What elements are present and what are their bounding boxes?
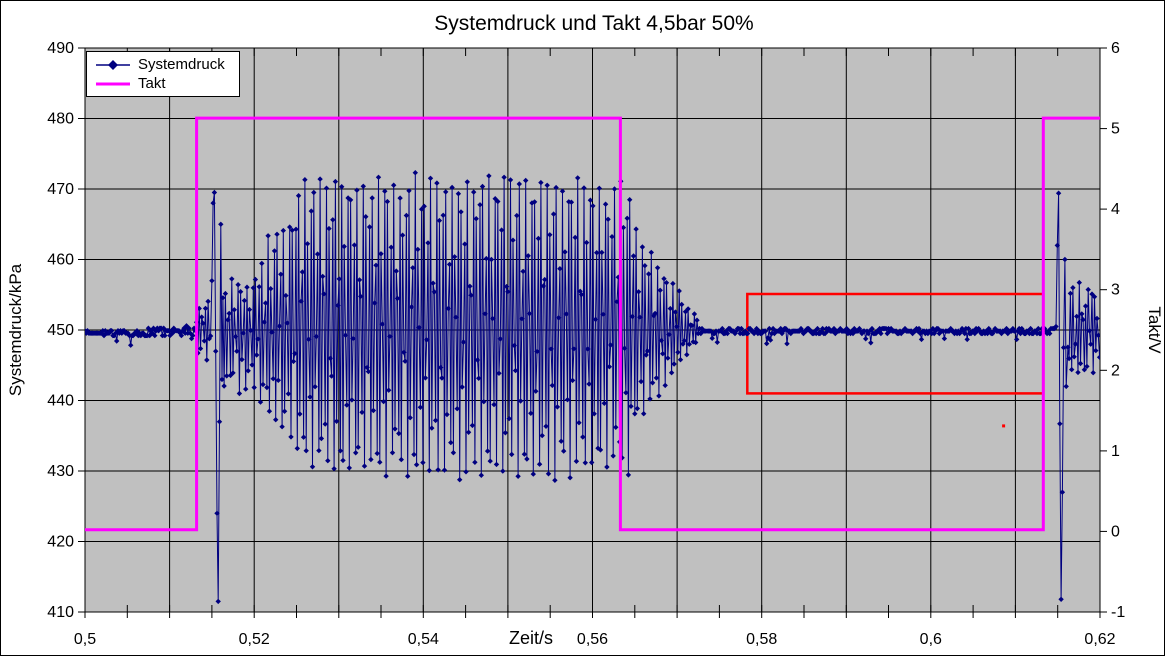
annotation-dot[interactable] xyxy=(1002,424,1006,428)
systemdruck-series-markers[interactable] xyxy=(82,170,1102,605)
x-axis-title: Zeit/s xyxy=(509,628,553,648)
legend-item-takt[interactable]: Takt xyxy=(95,75,233,92)
y-left-tick-label: 490 xyxy=(47,40,74,57)
legend-label-takt: Takt xyxy=(138,75,166,92)
y-left-tick-label: 480 xyxy=(47,111,74,128)
x-axis-tick-label: 0,58 xyxy=(746,631,777,648)
x-axis-tick-label: 0,6 xyxy=(920,631,942,648)
x-axis-tick-label: 0,52 xyxy=(239,631,270,648)
legend[interactable]: Systemdruck Takt xyxy=(86,51,240,97)
y-left-tick-label: 460 xyxy=(47,252,74,269)
legend-item-systemdruck[interactable]: Systemdruck xyxy=(95,56,233,73)
y-left-tick-label: 410 xyxy=(47,604,74,621)
y-left-tick-label: 420 xyxy=(47,534,74,551)
x-axis-tick-label: 0,62 xyxy=(1084,631,1115,648)
y-right-tick-label: 2 xyxy=(1111,362,1120,379)
y-right-tick-label: 6 xyxy=(1111,40,1120,57)
y-right-tick-label: 4 xyxy=(1111,201,1120,218)
x-axis-tick-label: 0,54 xyxy=(408,631,439,648)
y-right-tick-label: 0 xyxy=(1111,523,1120,540)
y-right-tick-label: 3 xyxy=(1111,282,1120,299)
y-left-tick-label: 430 xyxy=(47,463,74,480)
y-right-axis-title: Takt/V xyxy=(1145,306,1164,354)
chart-title: Systemdruck und Takt 4,5bar 50% xyxy=(434,12,753,35)
x-axis-tick-label: 0,56 xyxy=(577,631,608,648)
y-right-tick-label: 5 xyxy=(1111,121,1120,138)
y-left-tick-label: 470 xyxy=(47,181,74,198)
takt-series-line[interactable] xyxy=(85,116,1100,532)
y-left-tick-label: 440 xyxy=(47,393,74,410)
x-axis-tick-label: 0,5 xyxy=(74,631,96,648)
legend-label-systemdruck: Systemdruck xyxy=(138,56,225,73)
y-right-tick-label: -1 xyxy=(1111,604,1125,621)
y-right-tick-label: 1 xyxy=(1111,443,1120,460)
y-left-tick-label: 450 xyxy=(47,322,74,339)
takt-legend-marker-icon xyxy=(96,82,130,85)
systemdruck-legend-marker-icon xyxy=(96,59,130,70)
y-left-axis-title: Systemdruck/kPa xyxy=(6,263,25,396)
